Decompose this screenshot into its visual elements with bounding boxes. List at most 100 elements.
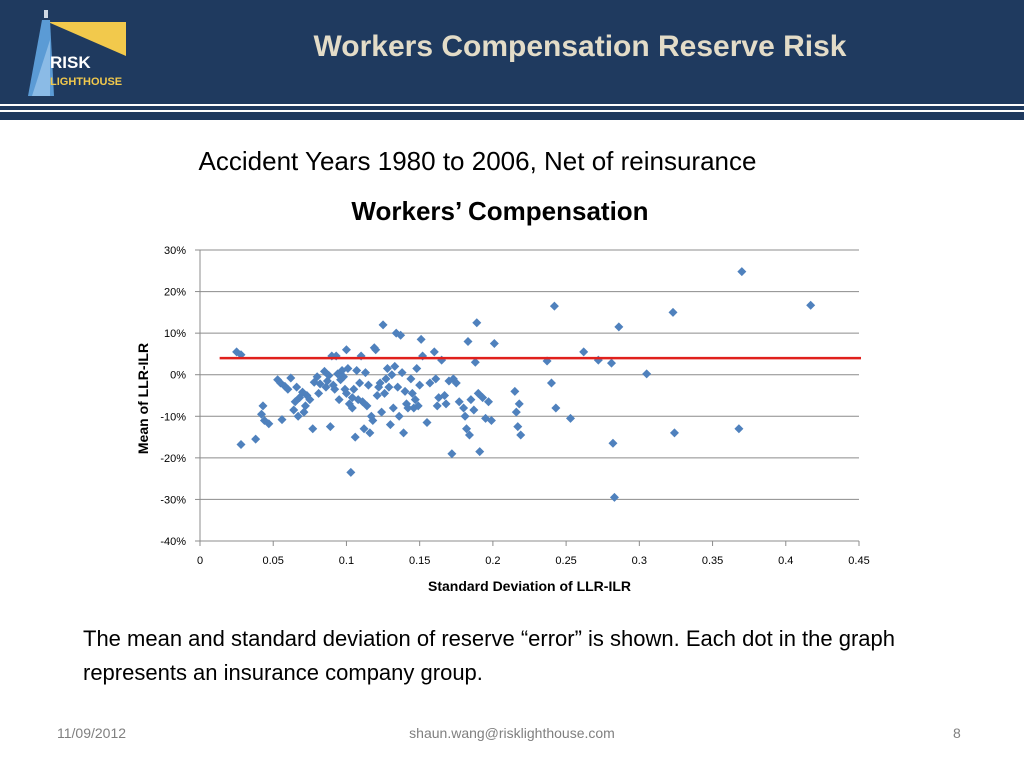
- x-tick-label: 0.25: [555, 555, 576, 567]
- y-tick-label: 30%: [164, 245, 186, 257]
- data-point: [642, 369, 652, 379]
- data-point: [397, 368, 407, 378]
- data-point: [308, 424, 318, 434]
- lighthouse-logo-icon: [28, 10, 126, 96]
- data-point: [365, 428, 375, 438]
- lighthouse-stripe-shape: [32, 40, 50, 96]
- footer-date: 11/09/2012: [57, 725, 127, 741]
- data-point: [236, 440, 246, 450]
- header-divider: [0, 106, 1024, 110]
- data-point: [413, 401, 423, 411]
- data-point: [607, 358, 617, 368]
- data-point: [372, 391, 382, 400]
- data-point: [382, 363, 392, 373]
- data-point: [407, 388, 417, 398]
- data-point: [324, 371, 334, 381]
- x-tick-label: 0.1: [339, 555, 354, 567]
- y-tick-label: -10%: [160, 411, 186, 423]
- data-point: [486, 415, 496, 425]
- data-point: [325, 422, 335, 432]
- data-point: [349, 384, 359, 394]
- data-point: [483, 397, 493, 407]
- y-tick-label: -40%: [160, 536, 186, 548]
- data-point: [511, 407, 521, 417]
- data-point: [806, 300, 816, 310]
- data-point: [400, 386, 410, 396]
- data-point: [371, 345, 381, 355]
- data-point: [416, 334, 426, 344]
- data-point: [388, 403, 398, 413]
- data-point: [277, 415, 287, 425]
- data-point: [566, 413, 576, 423]
- logo-text-risk: RISK: [50, 53, 91, 72]
- data-point: [375, 378, 385, 388]
- data-point: [321, 382, 331, 392]
- data-point: [339, 372, 349, 382]
- data-point: [551, 403, 561, 413]
- header-divider-thick: [0, 112, 1024, 120]
- data-point: [341, 388, 351, 398]
- data-point: [447, 449, 457, 459]
- y-tick-label: 0%: [170, 370, 186, 382]
- x-tick-label: 0.45: [848, 555, 869, 567]
- y-axis-label: Mean of LLR-ILR: [135, 343, 151, 454]
- y-tick-label: 10%: [164, 328, 186, 340]
- data-point: [451, 378, 461, 388]
- data-point: [516, 430, 526, 440]
- data-point: [489, 339, 499, 349]
- data-point: [363, 380, 373, 390]
- data-point: [431, 374, 441, 384]
- x-axis-label: Standard Deviation of LLR-ILR: [428, 578, 631, 594]
- data-point: [399, 428, 409, 438]
- data-point: [346, 467, 356, 477]
- data-point: [478, 393, 488, 403]
- data-point: [343, 363, 353, 373]
- data-point: [384, 382, 394, 392]
- chart-subtitle: Accident Years 1980 to 2006, Net of rein…: [198, 146, 757, 176]
- data-point: [293, 411, 303, 421]
- footer-email: shaun.wang@risklighthouse.com: [409, 725, 615, 741]
- data-point: [300, 401, 310, 411]
- x-tick-label: 0.35: [702, 555, 723, 567]
- data-point: [305, 395, 315, 405]
- data-point: [299, 407, 309, 417]
- y-tick-label: -30%: [160, 494, 186, 506]
- data-point: [385, 420, 395, 430]
- x-tick-label: 0.15: [409, 555, 430, 567]
- data-point: [396, 330, 406, 340]
- data-point: [390, 361, 400, 371]
- data-point: [614, 322, 624, 332]
- chart-title: Workers’ Compensation: [351, 196, 649, 226]
- data-point: [387, 370, 397, 380]
- data-point: [330, 384, 340, 394]
- data-point: [289, 405, 299, 415]
- data-point: [368, 415, 378, 425]
- data-point: [549, 301, 559, 311]
- data-point: [352, 366, 362, 376]
- data-point: [472, 318, 482, 328]
- header-bar: [0, 0, 1024, 104]
- x-tick-label: 0.3: [632, 555, 647, 567]
- data-point: [513, 422, 523, 432]
- data-point: [251, 434, 261, 444]
- y-tick-label: -20%: [160, 453, 186, 465]
- data-point: [359, 424, 369, 434]
- data-point: [466, 395, 476, 405]
- data-point: [737, 267, 747, 277]
- data-point: [463, 336, 473, 346]
- data-point: [608, 438, 618, 448]
- data-point: [470, 357, 480, 367]
- data-point: [734, 424, 744, 434]
- data-point: [469, 405, 479, 415]
- data-point: [292, 382, 302, 392]
- data-point: [380, 388, 390, 398]
- data-point: [510, 386, 520, 396]
- y-tick-label: 20%: [164, 287, 186, 299]
- data-point: [475, 447, 485, 457]
- description-text: The mean and standard deviation of reser…: [83, 626, 896, 685]
- data-point: [314, 388, 324, 398]
- data-point: [406, 374, 416, 384]
- data-point: [312, 372, 322, 382]
- data-point: [394, 411, 404, 421]
- slide-title: Workers Compensation Reserve Risk: [313, 30, 847, 63]
